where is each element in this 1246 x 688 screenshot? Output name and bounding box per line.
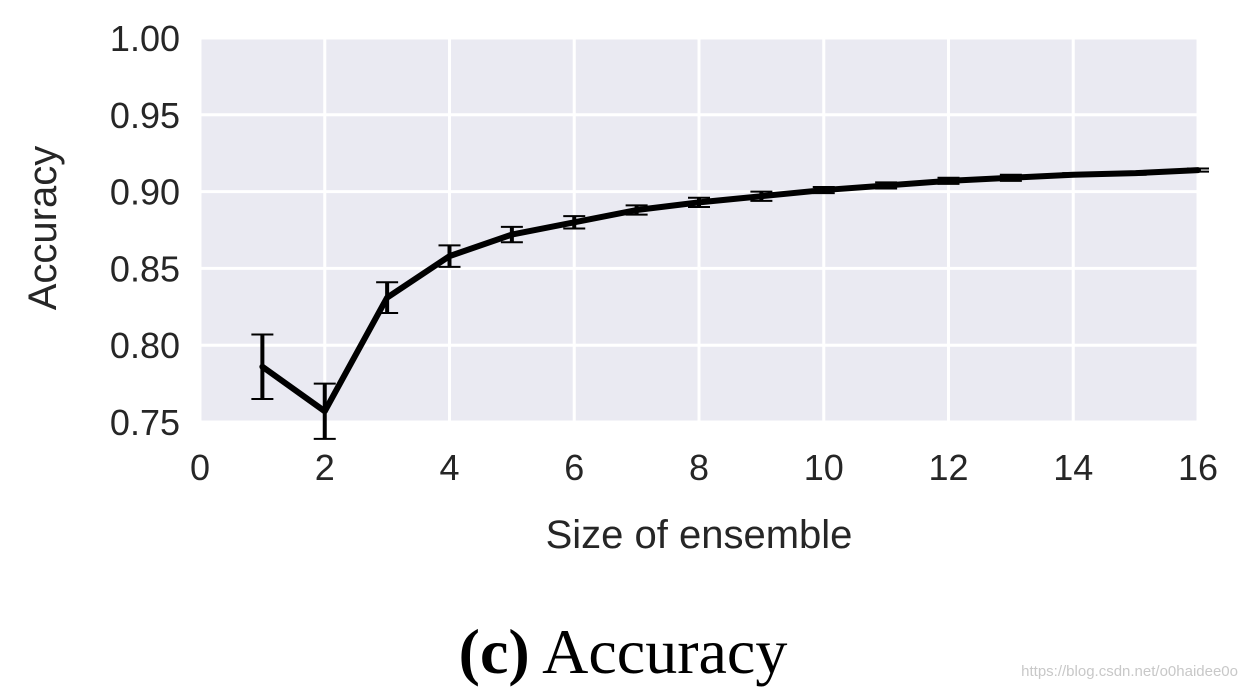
y-tick-label: 0.75	[110, 402, 180, 443]
figure-caption: (c) Accuracy	[0, 620, 1246, 684]
y-axis-label: Accuracy	[21, 146, 65, 311]
x-tick-label: 2	[315, 447, 335, 488]
x-tick-label: 4	[439, 447, 459, 488]
y-tick-labels: 0.75 0.80 0.85 0.90 0.95 1.00	[110, 18, 180, 443]
y-tick-label: 1.00	[110, 18, 180, 59]
x-tick-label: 8	[689, 447, 709, 488]
y-tick-label: 0.85	[110, 248, 180, 289]
x-tick-label: 12	[928, 447, 968, 488]
watermark: https://blog.csdn.net/o0haidee0o	[1021, 663, 1238, 680]
x-tick-label: 14	[1053, 447, 1093, 488]
y-tick-label: 0.80	[110, 325, 180, 366]
x-axis-label: Size of ensemble	[546, 513, 853, 557]
caption-text: Accuracy	[542, 616, 788, 687]
x-tick-label: 16	[1178, 447, 1218, 488]
y-tick-label: 0.95	[110, 95, 180, 136]
y-tick-label: 0.90	[110, 172, 180, 213]
caption-prefix: (c)	[458, 616, 530, 687]
grid-lines	[198, 36, 1200, 424]
x-tick-label: 6	[564, 447, 584, 488]
x-tick-label: 10	[804, 447, 844, 488]
accuracy-series-line	[259, 167, 1201, 415]
accuracy-chart: 0.75 0.80 0.85 0.90 0.95 1.00 0 2 4 6 8 10 12 14 16 S…	[21, 18, 1218, 557]
x-tick-labels: 0 2 4 6 8 10 12 14 16	[190, 447, 1218, 488]
x-tick-label: 0	[190, 447, 210, 488]
